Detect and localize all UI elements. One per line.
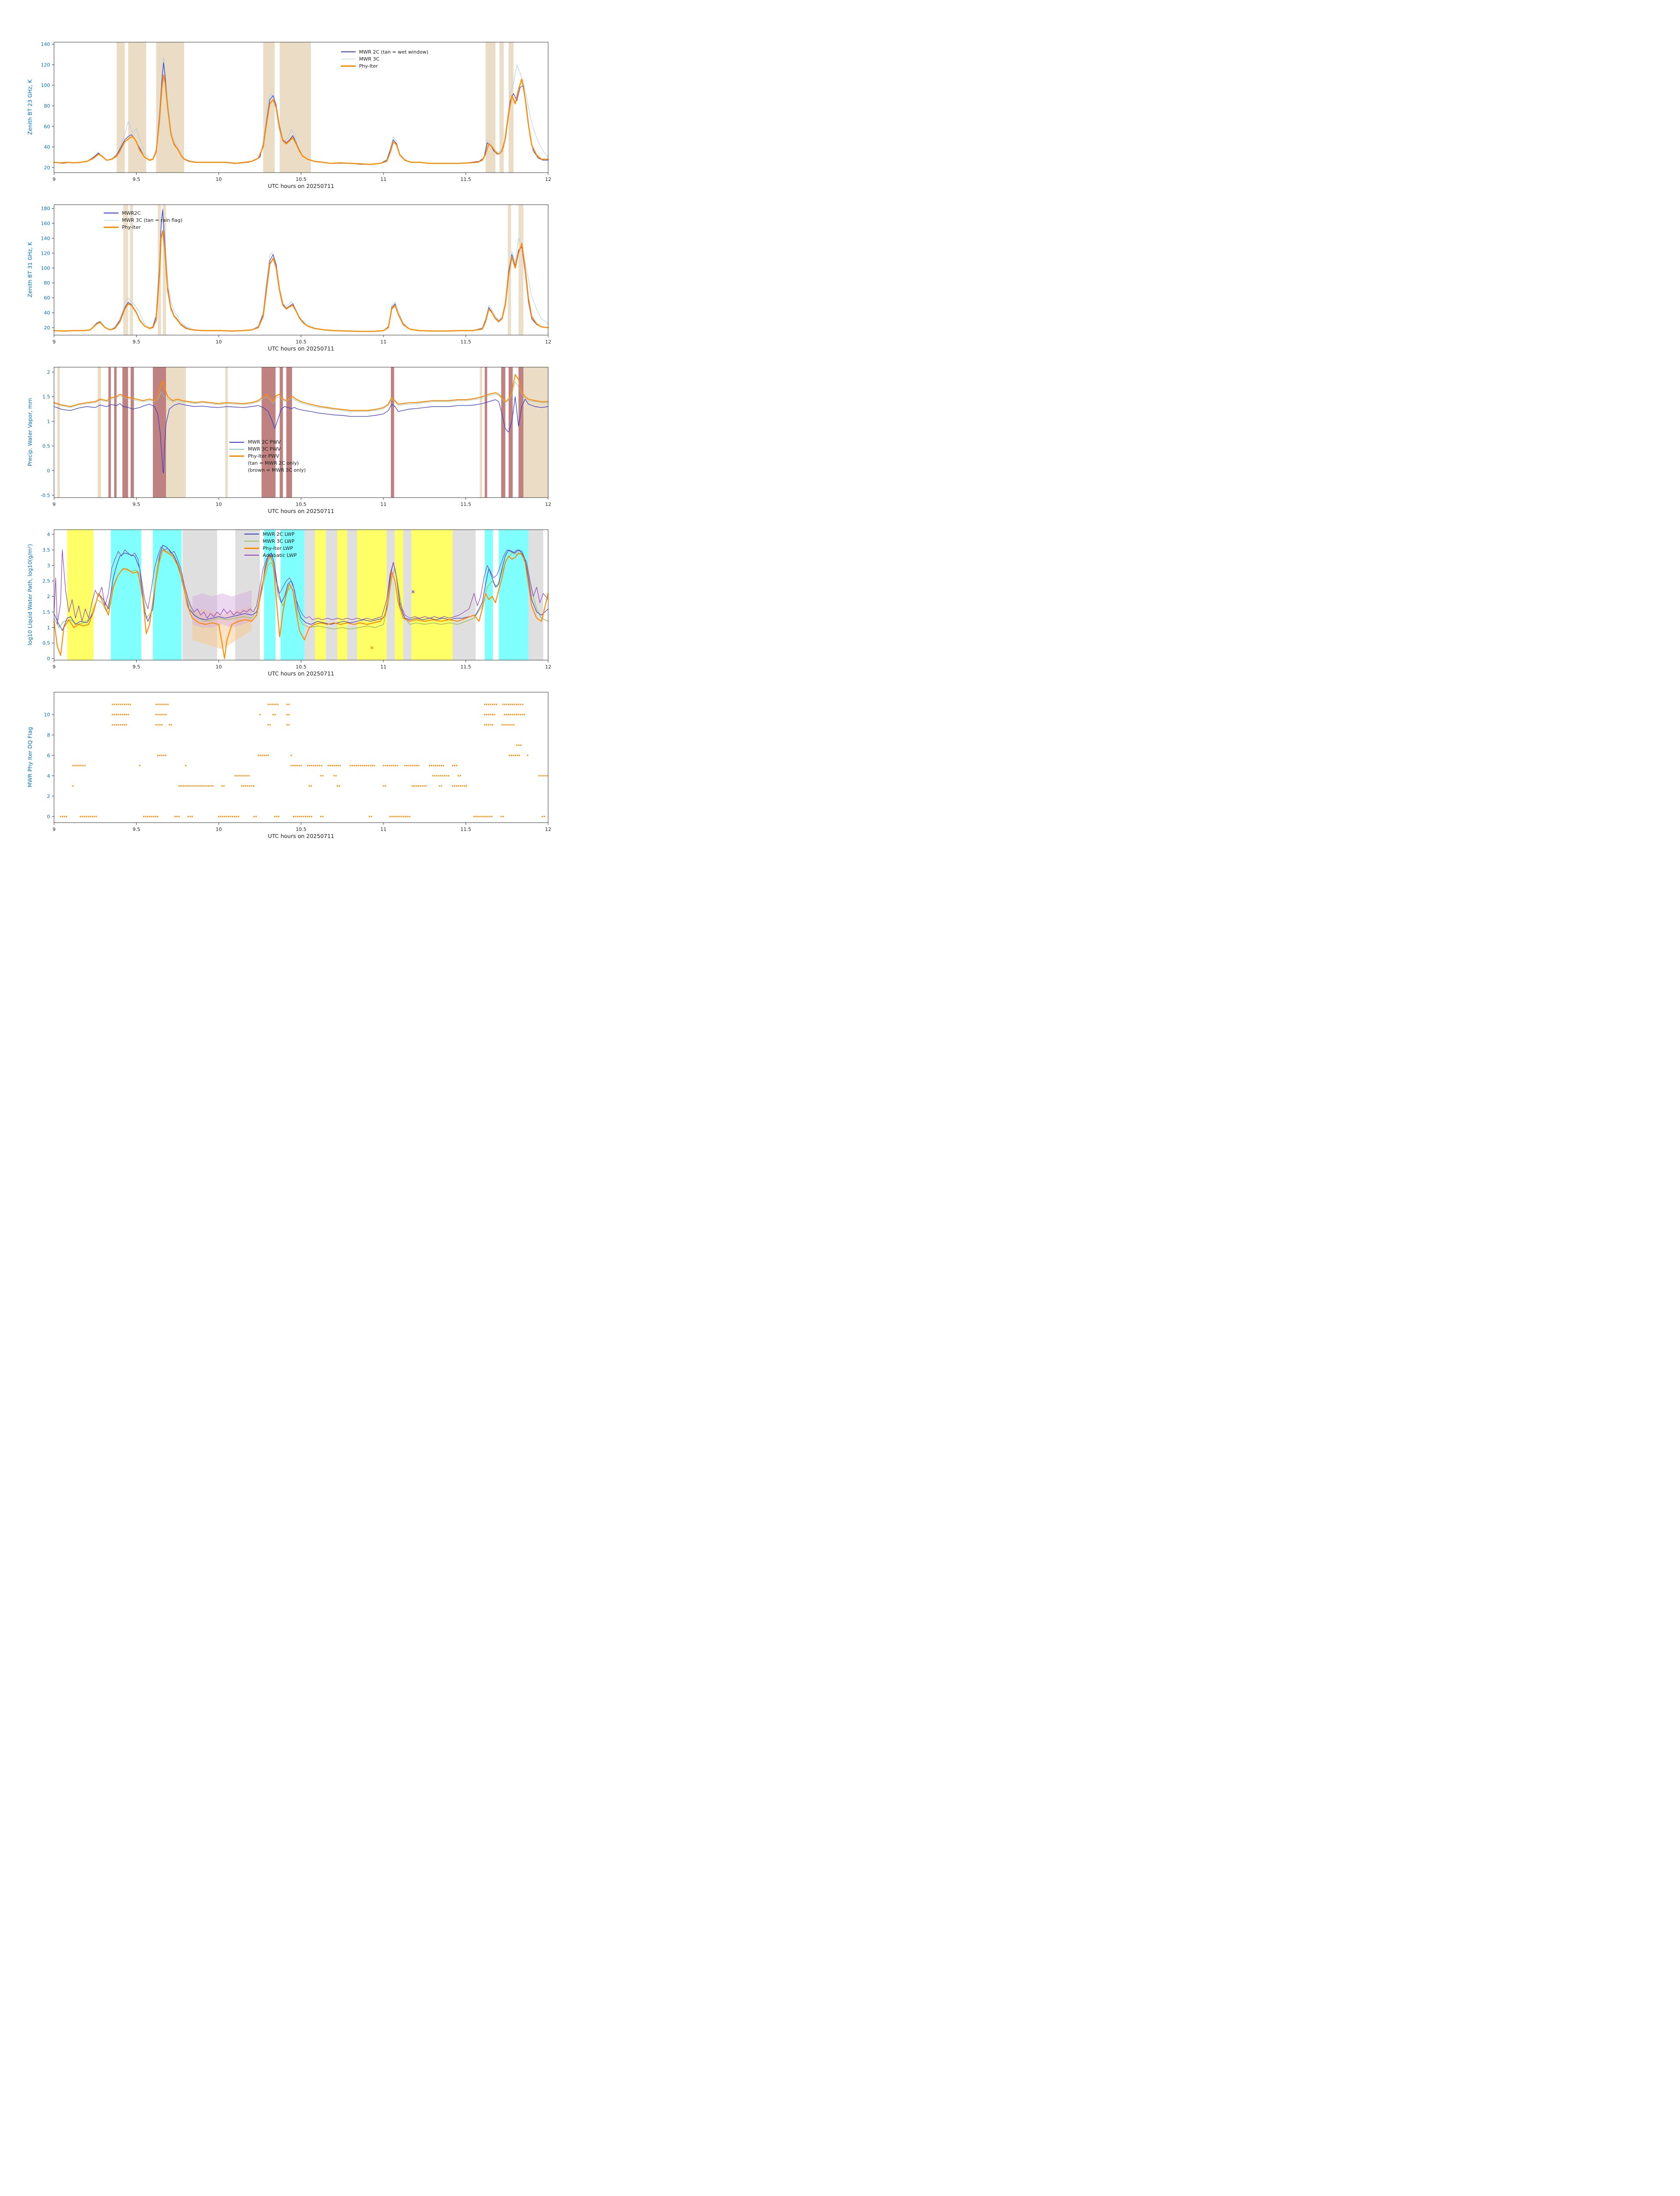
svg-text:160: 160 (41, 220, 50, 226)
pwv-x-axis-label: UTC hours on 20250711 (267, 508, 335, 514)
svg-text:80: 80 (44, 103, 50, 109)
lwp-x-axis-label: UTC hours on 20250711 (267, 670, 335, 677)
svg-text:4: 4 (47, 773, 50, 779)
svg-text:12: 12 (545, 664, 551, 670)
svg-text:0: 0 (47, 468, 50, 473)
svg-text:40: 40 (44, 144, 50, 150)
svg-text:11.5: 11.5 (460, 177, 471, 182)
svg-text:11: 11 (380, 339, 387, 345)
svg-text:1: 1 (47, 419, 50, 424)
bt23-plot-canvas: 9 9.5 10 10.5 11 11.5 12 20 40 60 80 100 120 140 (41, 42, 551, 182)
svg-text:1.5: 1.5 (43, 609, 51, 615)
svg-text:100: 100 (41, 265, 50, 271)
svg-text:120: 120 (41, 62, 50, 68)
panel-lwp: log10 Liquid Water Path, log10(g/m²) 9 9.… (0, 526, 560, 681)
svg-text:60: 60 (44, 295, 50, 301)
svg-text:10: 10 (216, 664, 222, 670)
svg-text:1.5: 1.5 (43, 394, 51, 400)
svg-text:9.5: 9.5 (133, 502, 141, 507)
svg-text:140: 140 (41, 42, 50, 47)
svg-text:10.5: 10.5 (296, 177, 307, 182)
panel-bt31: Zenith BT 31 GHz, K 9 9.5 10 10.5 11 11.5 12 20… (0, 201, 560, 356)
svg-text:20: 20 (44, 325, 50, 331)
svg-text:0.5: 0.5 (43, 640, 51, 646)
svg-text:9.5: 9.5 (133, 827, 141, 832)
svg-text:4: 4 (47, 532, 50, 538)
dqflag-x-axis-label: UTC hours on 20250711 (267, 833, 335, 839)
svg-text:9.5: 9.5 (133, 339, 141, 345)
svg-text:2: 2 (47, 794, 50, 799)
bt23-x-axis-label: UTC hours on 20250711 (267, 183, 335, 189)
svg-text:10: 10 (216, 502, 222, 507)
svg-text:180: 180 (41, 206, 50, 212)
svg-text:20: 20 (44, 165, 50, 170)
svg-text:12: 12 (545, 339, 551, 345)
svg-text:2.5: 2.5 (43, 578, 51, 584)
svg-text:60: 60 (44, 124, 50, 130)
svg-text:10.5: 10.5 (296, 664, 307, 670)
svg-text:2: 2 (47, 594, 50, 600)
svg-text:12: 12 (545, 827, 551, 832)
svg-text:11: 11 (380, 827, 387, 832)
svg-text:12: 12 (545, 502, 551, 507)
svg-text:120: 120 (41, 250, 50, 256)
panel-bt23: Zenith BT 23 GHz, K 9 9.5 10 10.5 11 11.5 12 20… (0, 39, 560, 193)
svg-text:10.5: 10.5 (296, 502, 307, 507)
svg-text:11.5: 11.5 (460, 339, 471, 345)
svg-text:9.5: 9.5 (133, 177, 141, 182)
svg-text:1: 1 (47, 625, 50, 631)
svg-text:9: 9 (53, 502, 56, 507)
svg-text:0: 0 (47, 814, 50, 820)
svg-text:80: 80 (44, 280, 50, 286)
svg-text:-0.5: -0.5 (41, 492, 50, 498)
svg-text:12: 12 (545, 177, 551, 182)
svg-text:11.5: 11.5 (460, 502, 471, 507)
svg-text:11: 11 (380, 502, 387, 507)
panel-pwv: Precip. Water Vapor, mm 9 9.5 10 10.5 11 11.5… (0, 364, 560, 518)
svg-text:9: 9 (53, 827, 56, 832)
svg-text:10: 10 (216, 827, 222, 832)
svg-text:10.5: 10.5 (296, 827, 307, 832)
svg-text:10: 10 (216, 339, 222, 345)
svg-text:2: 2 (47, 369, 50, 375)
svg-text:8: 8 (47, 733, 50, 738)
svg-text:11.5: 11.5 (460, 664, 471, 670)
svg-text:40: 40 (44, 310, 50, 316)
svg-text:10: 10 (44, 712, 50, 718)
svg-text:0.5: 0.5 (43, 443, 51, 449)
svg-text:11: 11 (380, 177, 387, 182)
svg-text:100: 100 (41, 83, 50, 88)
figure-root: Zenith BT 23 GHz, K 9 9.5 10 10.5 11 11.5 12 20… (0, 0, 560, 843)
svg-text:140: 140 (41, 235, 50, 241)
svg-text:0: 0 (47, 656, 50, 662)
svg-text:11.5: 11.5 (460, 827, 471, 832)
svg-text:6: 6 (47, 753, 50, 758)
svg-text:3: 3 (47, 563, 50, 568)
svg-text:9: 9 (53, 664, 56, 670)
svg-text:10.5: 10.5 (296, 339, 307, 345)
svg-text:10: 10 (216, 177, 222, 182)
svg-text:9.5: 9.5 (133, 664, 141, 670)
pwv-plot-canvas: 9 9.5 10 10.5 11 11.5 12-0.500.511.52 (41, 367, 551, 507)
bt31-x-axis-label: UTC hours on 20250711 (267, 345, 335, 352)
dqflag-plot-canvas: 9 9.5 10 10.5 11 11.5 12 0 2 4 6 8 10 (44, 692, 551, 832)
svg-text:3.5: 3.5 (43, 547, 51, 553)
bt31-plot-canvas: 9 9.5 10 10.5 11 11.5 12 20 40 60 80 100 120 140 160 18… (41, 204, 551, 345)
svg-text:9: 9 (53, 339, 56, 345)
svg-text:9: 9 (53, 177, 56, 182)
panel-dqflag: MWR Phy Iter DQ Flag 9 9.5 10 10.5 11 11.5 12 0… (0, 689, 560, 843)
svg-text:11: 11 (380, 664, 387, 670)
